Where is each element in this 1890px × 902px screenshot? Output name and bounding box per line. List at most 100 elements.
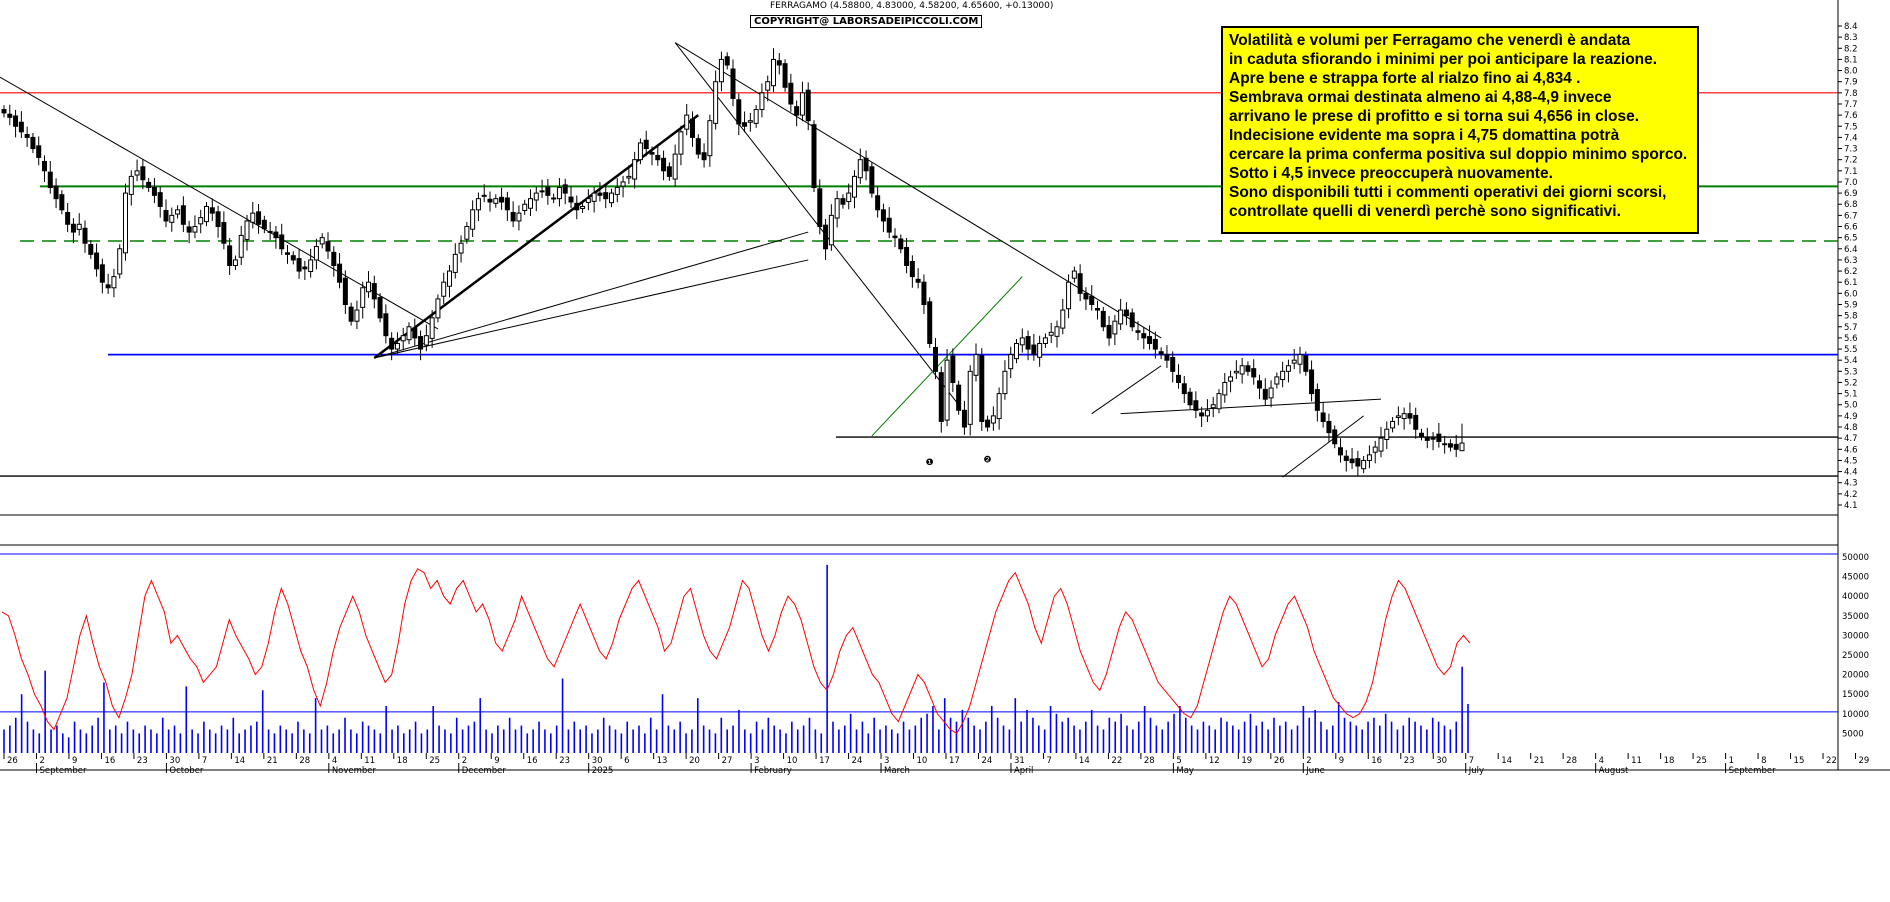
candle-body bbox=[1071, 270, 1077, 279]
volume-axis: 50000 45000 40000 35000 30000 25000 20000 15000… bbox=[1842, 553, 1869, 739]
volume-tick-label: 20000 bbox=[1842, 671, 1869, 681]
candle-body bbox=[273, 231, 279, 239]
time-tick-label: 13 bbox=[657, 756, 668, 766]
candle-body bbox=[510, 211, 516, 222]
candle-body bbox=[1251, 368, 1257, 378]
candle-body bbox=[204, 205, 209, 223]
price-tick-label: 8.1 bbox=[1844, 55, 1858, 65]
copyright-label: COPYRIGHT@ LABORSADEIPICCOLI.COM bbox=[750, 15, 983, 28]
candle-body bbox=[1152, 338, 1158, 350]
time-tick-label: 30 bbox=[1436, 756, 1447, 766]
candle-body bbox=[985, 419, 991, 428]
time-tick-label: 26 bbox=[1274, 756, 1285, 766]
time-tick-label: 9 bbox=[494, 756, 499, 766]
candle-body bbox=[1170, 357, 1176, 372]
candle-body bbox=[337, 263, 343, 283]
candle-body bbox=[591, 192, 597, 202]
month-label: February bbox=[754, 766, 792, 776]
candle-body bbox=[574, 202, 580, 211]
candle-body bbox=[302, 266, 308, 270]
price-tick-label: 5.5 bbox=[1844, 345, 1858, 355]
candle-body bbox=[1309, 369, 1315, 395]
candle-body bbox=[42, 160, 47, 172]
candle-body bbox=[933, 346, 938, 372]
candles bbox=[1, 48, 1465, 476]
candle-body bbox=[1430, 437, 1436, 440]
month-label: October bbox=[169, 766, 204, 776]
price-tick-label: 7.8 bbox=[1844, 89, 1858, 99]
price-tick-label: 7.6 bbox=[1844, 111, 1858, 121]
candle-body bbox=[1112, 320, 1118, 335]
candle-body bbox=[7, 113, 13, 118]
candle-body bbox=[938, 372, 944, 422]
candle-body bbox=[1014, 342, 1019, 360]
candle-body bbox=[875, 195, 881, 211]
candle-body bbox=[1245, 365, 1251, 372]
candle-body bbox=[1378, 437, 1384, 452]
candle-body bbox=[765, 81, 771, 91]
time-tick-label: 24 bbox=[852, 756, 863, 766]
price-tick-label: 4.9 bbox=[1844, 412, 1858, 422]
candle-body bbox=[1314, 389, 1320, 411]
time-tick-label: 19 bbox=[1241, 756, 1252, 766]
month-label: July bbox=[1468, 766, 1484, 776]
candle-body bbox=[221, 222, 227, 244]
candle-body bbox=[551, 197, 557, 200]
candle-body bbox=[325, 241, 331, 252]
candle-body bbox=[904, 246, 910, 266]
candle-body bbox=[447, 270, 452, 287]
candle-body bbox=[400, 335, 406, 342]
candle-body bbox=[279, 234, 285, 250]
candle-body bbox=[429, 317, 435, 339]
candle-body bbox=[1106, 324, 1112, 339]
price-tick-label: 4.3 bbox=[1844, 479, 1858, 489]
candle-body bbox=[736, 99, 742, 125]
time-tick-label: 2 bbox=[1306, 756, 1311, 766]
candle-body bbox=[1401, 413, 1407, 420]
candle-body bbox=[1262, 388, 1268, 400]
month-label: April bbox=[1014, 766, 1033, 776]
candle-body bbox=[1355, 458, 1361, 467]
month-label: June bbox=[1305, 766, 1325, 776]
price-tick-label: 6.1 bbox=[1844, 278, 1858, 288]
trendline bbox=[374, 259, 809, 359]
candle-body bbox=[713, 81, 719, 124]
candle-body bbox=[1129, 312, 1135, 328]
candle-body bbox=[475, 198, 481, 211]
candle-body bbox=[377, 297, 383, 319]
volume-tick-label: 35000 bbox=[1842, 612, 1869, 622]
time-tick-label: 16 bbox=[527, 756, 538, 766]
candle-body bbox=[383, 313, 389, 337]
candle-body bbox=[684, 114, 690, 130]
volume-tick-label: 45000 bbox=[1842, 573, 1869, 583]
candle-body bbox=[1083, 292, 1089, 300]
candle-body bbox=[88, 244, 94, 255]
price-tick-label: 4.4 bbox=[1844, 468, 1858, 478]
candle-body bbox=[1118, 309, 1124, 325]
candle-body bbox=[840, 198, 846, 205]
candle-body bbox=[1343, 455, 1349, 461]
time-tick-label: 31 bbox=[1014, 756, 1025, 766]
time-tick-label: 11 bbox=[1631, 756, 1642, 766]
candle-body bbox=[695, 138, 701, 155]
candle-body bbox=[747, 120, 753, 123]
candle-body bbox=[771, 58, 776, 87]
candle-body bbox=[99, 264, 105, 283]
candle-body bbox=[1436, 433, 1442, 443]
price-tick-label: 7.3 bbox=[1844, 145, 1858, 155]
candle-body bbox=[834, 198, 840, 219]
candle-body bbox=[389, 337, 395, 350]
price-tick-label: 5.0 bbox=[1844, 401, 1858, 411]
candle-body bbox=[967, 370, 973, 425]
candle-body bbox=[1095, 307, 1100, 311]
candle-body bbox=[354, 309, 360, 322]
time-tick-label: 9 bbox=[1339, 756, 1344, 766]
candle-body bbox=[892, 235, 898, 239]
candle-body bbox=[990, 415, 996, 424]
price-tick-label: 6.4 bbox=[1844, 245, 1858, 255]
candle-body bbox=[788, 82, 794, 105]
candle-body bbox=[678, 131, 684, 155]
candle-body bbox=[1361, 459, 1367, 470]
time-tick-label: 23 bbox=[137, 756, 148, 766]
candle-body bbox=[603, 192, 609, 200]
